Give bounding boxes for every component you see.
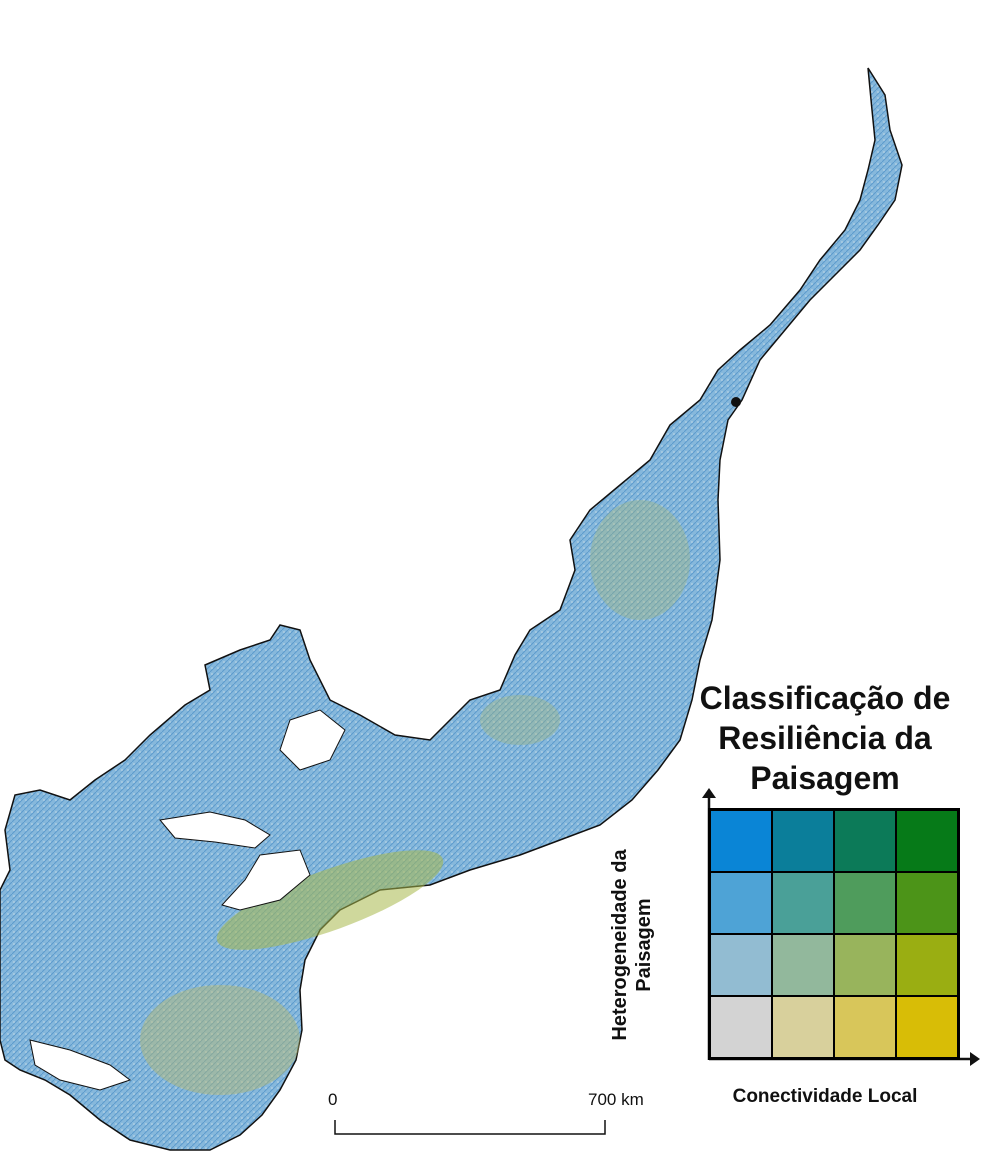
water-body — [29, 1039, 132, 1091]
legend-cell — [772, 810, 834, 872]
scale-start-label: 0 — [328, 1090, 338, 1109]
legend-cell — [710, 996, 772, 1058]
water-body — [159, 811, 271, 849]
legend-cell — [896, 934, 958, 996]
legend-cell — [834, 810, 896, 872]
legend-cell — [834, 996, 896, 1058]
y-axis-label-line: Paisagem — [633, 898, 655, 992]
highlight-area — [140, 985, 300, 1095]
legend-cell — [896, 810, 958, 872]
legend-cell — [896, 996, 958, 1058]
y-axis-arrowhead — [702, 788, 716, 798]
highlight-area — [590, 500, 690, 620]
legend-cell — [896, 872, 958, 934]
legend-cell — [834, 872, 896, 934]
scale-bar — [334, 1120, 606, 1135]
region-outline — [0, 67, 903, 1151]
legend-cell — [772, 934, 834, 996]
highlight-area — [480, 695, 560, 745]
x-axis-arrowhead — [970, 1052, 980, 1066]
legend-title-line: Paisagem — [750, 760, 900, 796]
scale-end-label: 700 km — [588, 1090, 644, 1109]
legend-cell — [710, 934, 772, 996]
legend-title: Classificação de Resiliência da Paisagem — [680, 678, 970, 798]
legend-grid — [708, 808, 960, 1060]
legend-cell — [772, 872, 834, 934]
legend-cell — [834, 934, 896, 996]
water-body — [221, 849, 311, 911]
water-body — [279, 709, 346, 771]
legend-title-line: Classificação de — [699, 680, 951, 716]
legend-cell — [710, 872, 772, 934]
dark-patch — [731, 397, 741, 407]
legend-y-axis-label: Heterogeneidade da Paisagem — [608, 825, 656, 1065]
legend-title-line: Resiliência da — [718, 720, 932, 756]
legend-cell — [710, 810, 772, 872]
y-axis-label-line: Heterogeneidade da — [609, 849, 631, 1041]
legend-cell — [772, 996, 834, 1058]
legend-x-axis-label: Conectividade Local — [732, 1086, 918, 1107]
highlight-area — [216, 850, 444, 950]
